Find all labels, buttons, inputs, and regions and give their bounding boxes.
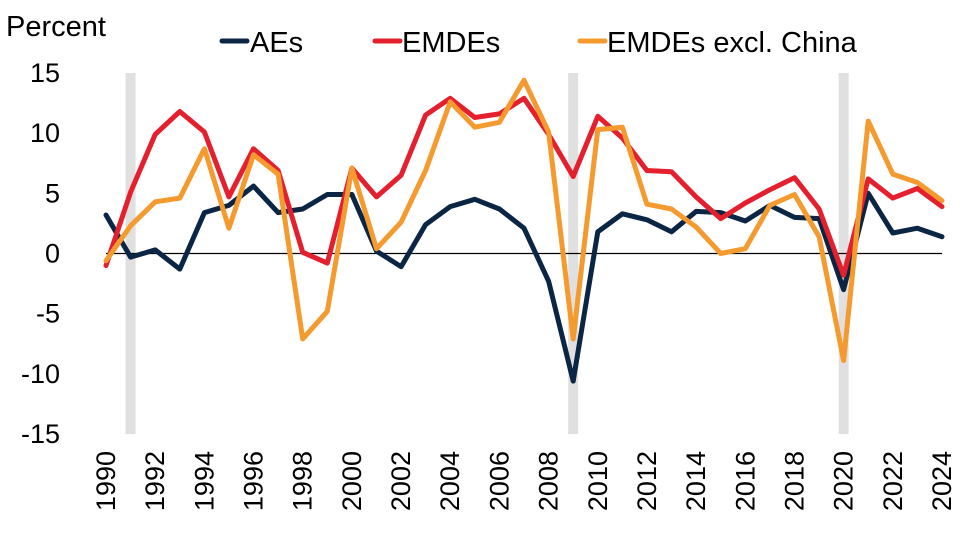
series-line-emdes xyxy=(103,95,945,278)
x-tick-label: 1992 xyxy=(140,451,170,511)
series-lines xyxy=(103,77,945,384)
x-tick-label: 1994 xyxy=(189,451,219,511)
series-line-emdes-excl-china xyxy=(103,77,945,364)
x-tick-label: 2022 xyxy=(878,451,908,511)
legend-label-aes: AEs xyxy=(250,27,303,59)
legend: AEs EMDEs EMDEs excl. China xyxy=(219,27,858,59)
x-tick-label: 2012 xyxy=(632,451,662,511)
x-tick-label: 2006 xyxy=(484,451,514,511)
y-tick-label: 5 xyxy=(45,178,60,208)
x-tick-label: 2008 xyxy=(534,451,564,511)
y-axis: 15 10 5 0 -5 -10 -15 xyxy=(21,58,60,449)
x-tick-label: 1990 xyxy=(91,451,121,511)
y-tick-label: -5 xyxy=(36,299,60,329)
x-tick-label: 1998 xyxy=(288,451,318,511)
x-tick-label: 2014 xyxy=(681,451,711,511)
y-tick-label: 15 xyxy=(30,58,60,88)
x-tick-label: 1996 xyxy=(239,451,269,511)
x-tick-label: 2020 xyxy=(829,451,859,511)
series-line-aes xyxy=(103,183,945,384)
y-tick-label: 0 xyxy=(45,239,60,269)
y-axis-unit-label: Percent xyxy=(6,11,106,43)
x-tick-label: 2010 xyxy=(583,451,613,511)
x-tick-label: 2024 xyxy=(927,451,957,511)
x-axis: 1990 1992 1994 1996 1998 2000 2002 2004 2006 2008… xyxy=(91,451,957,511)
x-tick-label: 2004 xyxy=(435,451,465,511)
x-tick-label: 2016 xyxy=(730,451,760,511)
x-tick-label: 2002 xyxy=(386,451,416,511)
legend-label-emdes-excl-china: EMDEs excl. China xyxy=(607,27,858,59)
y-tick-label: -10 xyxy=(21,359,60,389)
y-tick-label: 10 xyxy=(30,118,60,148)
x-tick-label: 2000 xyxy=(337,451,367,511)
x-tick-label: 2018 xyxy=(779,451,809,511)
y-tick-label: -15 xyxy=(21,419,60,449)
legend-label-emdes: EMDEs xyxy=(402,27,500,59)
